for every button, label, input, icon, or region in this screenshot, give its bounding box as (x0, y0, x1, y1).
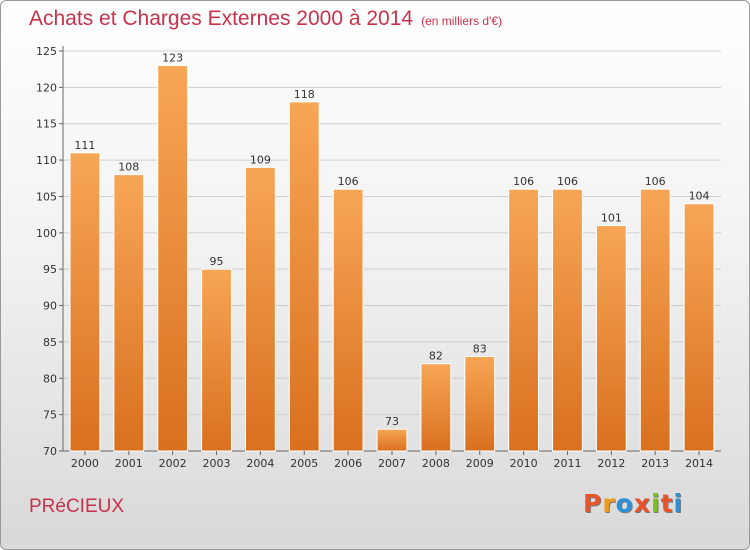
value-label-2010: 106 (513, 175, 534, 188)
value-label-2007: 73 (385, 415, 399, 428)
logo-letter: P (583, 489, 603, 518)
y-tick-label: 115 (36, 118, 57, 131)
x-tick-label-2000: 2000 (71, 457, 99, 470)
y-tick-label: 120 (36, 81, 57, 94)
value-labels: 111 108 123 95 109 118 106 73 82 83 106 106 101 106 10… (74, 52, 709, 429)
y-tick-label: 95 (43, 263, 57, 276)
value-label-2014: 104 (689, 190, 710, 203)
value-label-2005: 118 (294, 88, 315, 101)
value-label-2009: 83 (473, 342, 487, 355)
bar-2012 (595, 225, 627, 452)
x-tick-label-2005: 2005 (290, 457, 318, 470)
logo-letter: o (615, 489, 634, 518)
bar-2009 (464, 355, 496, 452)
x-tick-label-2002: 2002 (159, 457, 187, 470)
bar-2008 (420, 363, 452, 452)
value-label-2000: 111 (74, 139, 95, 152)
bar-2011 (552, 188, 583, 452)
chart-unit: (en milliers d'€) (421, 14, 503, 28)
logo-letter: x (633, 489, 651, 518)
bar-2002 (157, 65, 189, 452)
bar-2013 (639, 188, 671, 452)
logo-letter: i (673, 489, 684, 518)
value-label-2006: 106 (338, 175, 359, 188)
y-tick-label: 125 (36, 45, 57, 58)
value-label-2011: 106 (557, 175, 578, 188)
bars (69, 65, 715, 452)
y-tick-labels: 70 75 80 85 90 95 100 105 110 115 120 125 (36, 45, 57, 458)
x-tick-labels: 2000 2001 2002 2003 2004 2005 2006 2007 2008 2009… (71, 451, 713, 470)
bar-2000 (69, 152, 101, 452)
commune-name: PRéCIEUX (29, 496, 125, 517)
x-tick-label-2007: 2007 (378, 457, 406, 470)
y-tick-label: 110 (36, 154, 57, 167)
proxiti-logo: Proxiti (583, 489, 683, 518)
value-label-2012: 101 (601, 212, 622, 225)
chart-title-text: Achats et Charges Externes 2000 à 2014 (29, 7, 414, 30)
y-tick-label: 80 (43, 372, 57, 385)
x-tick-label-2006: 2006 (334, 457, 362, 470)
y-tick-label: 90 (43, 300, 57, 313)
chart-title: Achats et Charges Externes 2000 à 2014 (e… (29, 7, 502, 31)
value-label-2004: 109 (250, 153, 271, 166)
bar-2007 (376, 428, 408, 452)
x-tick-label-2008: 2008 (422, 457, 450, 470)
x-tick-label-2014: 2014 (685, 457, 713, 470)
value-label-2013: 106 (645, 175, 666, 188)
x-tick-label-2010: 2010 (510, 457, 538, 470)
x-tick-label-2013: 2013 (641, 457, 669, 470)
bar-2003 (201, 268, 232, 452)
bar-2001 (113, 174, 145, 452)
y-tick-label: 70 (43, 445, 57, 458)
bar-2014 (683, 203, 715, 452)
x-tick-label-2011: 2011 (553, 457, 581, 470)
x-tick-label-2004: 2004 (246, 457, 274, 470)
x-tick-label-2012: 2012 (597, 457, 625, 470)
logo-letter: t (660, 489, 674, 518)
logo-letter: r (602, 489, 616, 518)
x-tick-label-2003: 2003 (203, 457, 231, 470)
bar-2004 (244, 166, 276, 452)
y-tick-label: 105 (36, 190, 57, 203)
bar-2010 (508, 188, 540, 452)
y-tick-label: 75 (43, 409, 57, 422)
y-tick-label: 100 (36, 227, 57, 240)
value-label-2008: 82 (429, 350, 443, 363)
y-tick-label: 85 (43, 336, 57, 349)
value-label-2003: 95 (210, 255, 224, 268)
bar-2005 (288, 101, 320, 452)
logo-letter: i (651, 489, 661, 518)
x-tick-label-2001: 2001 (115, 457, 143, 470)
value-label-2001: 108 (118, 161, 139, 174)
value-label-2002: 123 (162, 52, 183, 65)
x-tick-label-2009: 2009 (466, 457, 494, 470)
bar-2006 (332, 188, 364, 452)
